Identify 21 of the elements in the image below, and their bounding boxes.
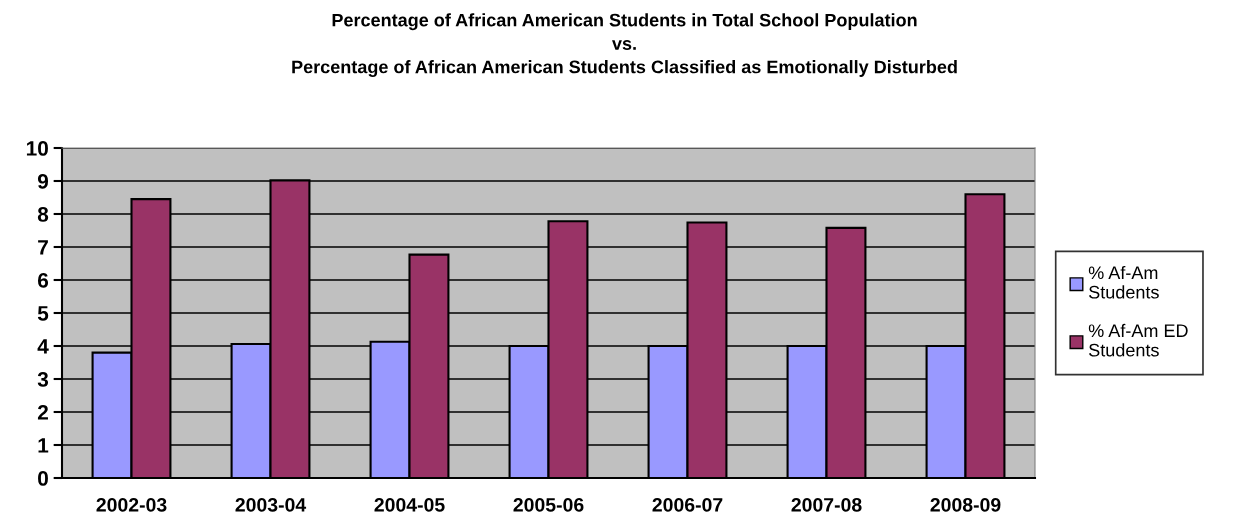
y-tick-label: 8 <box>37 207 49 222</box>
x-tick-label: 2005-06 <box>513 497 584 512</box>
x-tick-label: 2006-07 <box>652 497 723 512</box>
legend-label: % Af-Am ED Students <box>1088 323 1188 357</box>
x-tick-label: 2004-05 <box>374 497 445 512</box>
y-tick-label: 3 <box>37 372 49 387</box>
y-tick-label: 5 <box>37 306 49 321</box>
y-tick-label: 0 <box>38 471 48 486</box>
y-tick-label: 7 <box>38 240 48 255</box>
x-tick-label: 2008-09 <box>930 497 1001 512</box>
legend-label: % Af-Am Students <box>1088 265 1159 299</box>
x-tick-label: 2007-08 <box>791 497 862 512</box>
x-tick-label: 2003-04 <box>235 497 307 512</box>
y-tick-label: 6 <box>37 273 49 288</box>
y-tick-label: 4 <box>37 339 49 354</box>
y-tick-label: 9 <box>37 174 49 189</box>
y-tick-label: 1 <box>38 438 49 453</box>
y-tick-label: 10 <box>26 141 48 156</box>
y-tick-label: 2 <box>37 405 48 420</box>
x-tick-label: 2002-03 <box>96 497 167 512</box>
chart-title: Percentage of African American Students in Total School Population vs. Percentage of African American Students Classified as Emotionally Disturbed <box>292 13 957 77</box>
